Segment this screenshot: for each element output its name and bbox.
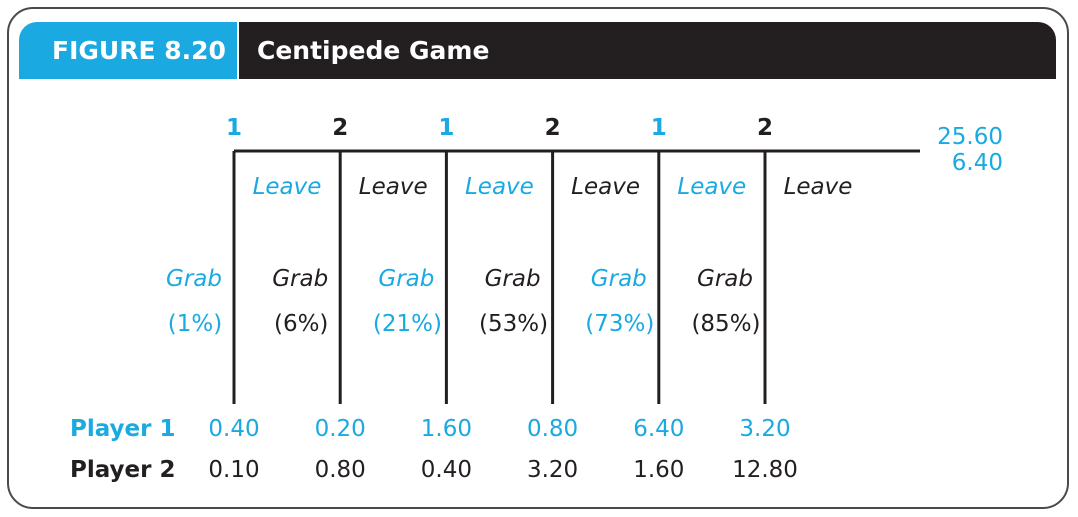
payoff-player2: 3.20	[527, 457, 578, 483]
payoff-player1: 6.40	[633, 416, 684, 442]
player-node-label: 2	[757, 115, 773, 141]
leave-label: Leave	[784, 174, 853, 200]
grab-label: Grab	[272, 266, 328, 292]
payoff-player1: 0.80	[527, 416, 578, 442]
payoff-player1: 0.40	[208, 416, 259, 442]
player-node-label: 2	[332, 115, 348, 141]
grab-share-label: (1%)	[168, 311, 222, 337]
leave-label: Leave	[359, 174, 428, 200]
leave-label: Leave	[571, 174, 640, 200]
leave-label: Leave	[677, 174, 746, 200]
payoff-player2: 1.60	[633, 457, 684, 483]
grab-label: Grab	[697, 266, 753, 292]
grab-label: Grab	[378, 266, 434, 292]
row-label-player1: Player 1	[70, 416, 176, 442]
title-bar: Centipede Game	[239, 22, 1056, 79]
grab-share-label: (21%)	[373, 311, 442, 337]
payoff-player2: 12.80	[732, 457, 798, 483]
payoff-player1: 1.60	[421, 416, 472, 442]
figure-label-tab: FIGURE 8.20	[19, 22, 237, 79]
player-node-label: 1	[226, 115, 242, 141]
terminal-payoff-player1: 25.60	[937, 124, 1003, 150]
player-node-label: 1	[438, 115, 454, 141]
grab-label: Grab	[485, 266, 541, 292]
grab-share-label: (6%)	[274, 311, 328, 337]
figure-frame	[7, 7, 1069, 509]
grab-share-label: (53%)	[479, 311, 548, 337]
player-node-label: 1	[651, 115, 667, 141]
leave-label: Leave	[253, 174, 322, 200]
grab-label: Grab	[166, 266, 222, 292]
player-node-label: 2	[545, 115, 561, 141]
grab-share-label: (85%)	[691, 311, 760, 337]
figure-title: Centipede Game	[257, 36, 490, 65]
payoff-player2: 0.40	[421, 457, 472, 483]
payoff-player1: 3.20	[739, 416, 790, 442]
row-label-player2: Player 2	[70, 457, 176, 483]
leave-label: Leave	[465, 174, 534, 200]
figure-label: FIGURE 8.20	[52, 36, 226, 65]
grab-share-label: (73%)	[585, 311, 654, 337]
payoff-player2: 0.10	[208, 457, 259, 483]
terminal-payoff-player2: 6.40	[952, 150, 1003, 176]
payoff-player1: 0.20	[315, 416, 366, 442]
payoff-player2: 0.80	[315, 457, 366, 483]
grab-label: Grab	[591, 266, 647, 292]
